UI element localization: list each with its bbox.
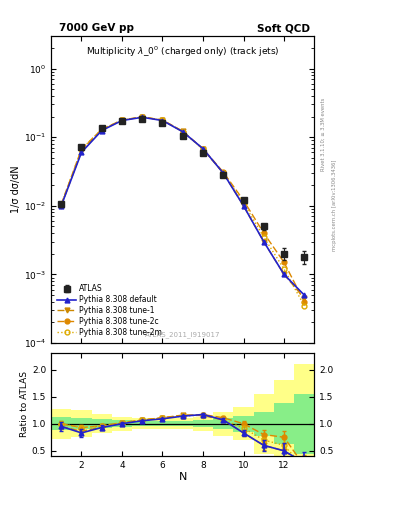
Pythia 8.308 tune-2m — [241, 200, 246, 206]
Pythia 8.308 default — [160, 117, 165, 123]
Pythia 8.308 tune-2c — [261, 230, 266, 236]
Bar — [193, 417, 213, 431]
Bar — [132, 421, 152, 426]
Bar — [72, 418, 92, 429]
Pythia 8.308 tune-1 — [302, 295, 307, 301]
Pythia 8.308 tune-2c — [160, 117, 165, 123]
Pythia 8.308 tune-2c — [180, 129, 185, 135]
Pythia 8.308 tune-2c — [99, 126, 104, 133]
Bar — [253, 412, 274, 436]
Legend: ATLAS, Pythia 8.308 default, Pythia 8.308 tune-1, Pythia 8.308 tune-2c, Pythia 8: ATLAS, Pythia 8.308 default, Pythia 8.30… — [55, 282, 165, 339]
Bar — [112, 420, 132, 427]
Pythia 8.308 tune-2m — [302, 303, 307, 309]
Pythia 8.308 tune-2m — [261, 234, 266, 240]
Pythia 8.308 tune-2c — [241, 197, 246, 203]
Bar — [92, 419, 112, 428]
Pythia 8.308 tune-1 — [282, 271, 286, 278]
Pythia 8.308 default — [282, 271, 286, 278]
Pythia 8.308 tune-1 — [160, 117, 165, 123]
Bar — [72, 410, 92, 437]
Bar — [173, 421, 193, 426]
Pythia 8.308 tune-2c — [201, 145, 206, 152]
Bar — [294, 394, 314, 454]
Pythia 8.308 tune-2c — [119, 117, 124, 123]
Bar — [92, 414, 112, 434]
Bar — [213, 418, 233, 429]
Pythia 8.308 tune-1 — [119, 117, 124, 123]
X-axis label: N: N — [178, 472, 187, 482]
Line: Pythia 8.308 default: Pythia 8.308 default — [59, 115, 307, 297]
Pythia 8.308 tune-2m — [59, 201, 64, 207]
Bar — [213, 412, 233, 436]
Bar — [233, 416, 253, 432]
Pythia 8.308 tune-1 — [241, 203, 246, 209]
Y-axis label: 1/σ dσ/dN: 1/σ dσ/dN — [11, 165, 21, 214]
Pythia 8.308 tune-2c — [221, 169, 226, 175]
Text: Soft QCD: Soft QCD — [257, 23, 310, 33]
Pythia 8.308 tune-1 — [99, 127, 104, 133]
Pythia 8.308 default — [59, 203, 64, 209]
Line: Pythia 8.308 tune-1: Pythia 8.308 tune-1 — [59, 115, 307, 301]
Pythia 8.308 tune-1 — [261, 239, 266, 245]
Pythia 8.308 default — [261, 239, 266, 245]
Y-axis label: Ratio to ATLAS: Ratio to ATLAS — [20, 372, 29, 437]
Pythia 8.308 tune-2m — [79, 146, 84, 152]
Pythia 8.308 tune-1 — [221, 170, 226, 176]
Line: Pythia 8.308 tune-2m: Pythia 8.308 tune-2m — [59, 115, 307, 308]
Bar — [152, 421, 173, 426]
Pythia 8.308 tune-1 — [140, 114, 145, 120]
Pythia 8.308 tune-2m — [99, 126, 104, 133]
Pythia 8.308 tune-2m — [221, 170, 226, 176]
Text: 7000 GeV pp: 7000 GeV pp — [59, 23, 134, 33]
Bar — [51, 409, 72, 439]
Bar — [132, 418, 152, 429]
Text: ATLAS_2011_I919017: ATLAS_2011_I919017 — [145, 332, 220, 338]
Bar — [152, 418, 173, 429]
Pythia 8.308 default — [221, 170, 226, 176]
Pythia 8.308 default — [241, 203, 246, 209]
Text: Multiplicity $\lambda\_0^0$ (charged only) (track jets): Multiplicity $\lambda\_0^0$ (charged onl… — [86, 45, 279, 59]
Bar — [253, 394, 274, 454]
Bar — [294, 364, 314, 483]
Pythia 8.308 tune-2m — [201, 146, 206, 152]
Pythia 8.308 tune-2c — [140, 114, 145, 120]
Bar — [274, 380, 294, 467]
Pythia 8.308 tune-2m — [160, 117, 165, 123]
Line: Pythia 8.308 tune-2c: Pythia 8.308 tune-2c — [59, 114, 307, 304]
Pythia 8.308 tune-2m — [282, 266, 286, 272]
Pythia 8.308 tune-2m — [140, 114, 145, 120]
Pythia 8.308 default — [119, 117, 124, 123]
Bar — [274, 403, 294, 444]
Pythia 8.308 default — [140, 114, 145, 120]
Pythia 8.308 tune-1 — [59, 203, 64, 209]
Pythia 8.308 tune-2m — [180, 129, 185, 135]
Pythia 8.308 tune-1 — [180, 128, 185, 134]
Pythia 8.308 default — [201, 145, 206, 152]
Pythia 8.308 tune-2c — [59, 201, 64, 207]
Pythia 8.308 tune-2m — [119, 117, 124, 123]
Pythia 8.308 default — [99, 127, 104, 134]
Bar — [51, 417, 72, 430]
Pythia 8.308 default — [180, 129, 185, 135]
Pythia 8.308 default — [302, 292, 307, 298]
Pythia 8.308 tune-2c — [79, 146, 84, 152]
Bar — [233, 408, 253, 440]
Bar — [193, 420, 213, 427]
Text: Rivet 3.1.10; ≥ 3.3M events: Rivet 3.1.10; ≥ 3.3M events — [320, 97, 325, 171]
Bar — [173, 418, 193, 429]
Bar — [112, 417, 132, 431]
Pythia 8.308 tune-2c — [282, 259, 286, 265]
Pythia 8.308 default — [79, 150, 84, 156]
Pythia 8.308 tune-2c — [302, 298, 307, 305]
Pythia 8.308 tune-1 — [201, 146, 206, 152]
Text: mcplots.cern.ch [arXiv:1306.3436]: mcplots.cern.ch [arXiv:1306.3436] — [332, 159, 337, 250]
Pythia 8.308 tune-1 — [79, 148, 84, 155]
